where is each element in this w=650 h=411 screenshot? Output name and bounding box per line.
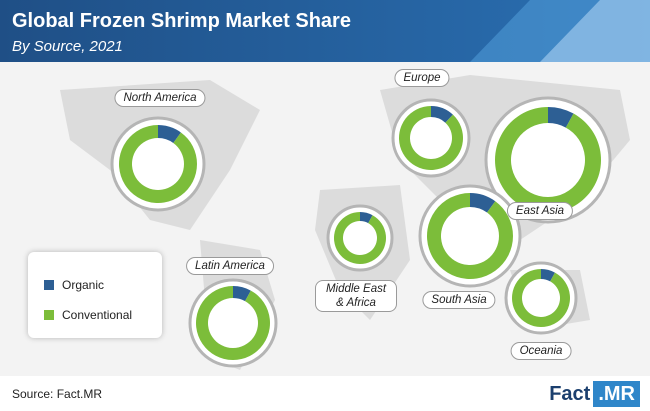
region-label: Latin America — [186, 257, 274, 275]
legend-swatch — [44, 280, 54, 290]
donut-segment — [399, 106, 463, 171]
footer: Source: Fact.MR Fact .MR — [0, 376, 650, 411]
donut-segment — [495, 107, 602, 213]
donut-segment — [511, 269, 570, 327]
donut-segment — [360, 212, 373, 224]
donut-segment — [233, 286, 251, 302]
logo-text: Fact — [549, 383, 591, 405]
donut-segment — [541, 269, 555, 282]
legend-item: Conventional — [44, 308, 132, 322]
chart-title: Global Frozen Shrimp Market Share — [12, 10, 351, 32]
legend-label: Organic — [62, 278, 105, 292]
legend-swatch — [44, 310, 54, 320]
logo: Fact .MR — [546, 381, 640, 407]
legend-label: Conventional — [62, 308, 133, 322]
logo-text: .MR — [593, 381, 640, 407]
legend-item: Organic — [44, 278, 104, 292]
region-label: East Asia — [506, 202, 574, 220]
donut-segment — [426, 193, 513, 279]
donut-segment — [431, 106, 453, 123]
legend: Organic Conventional — [28, 252, 162, 338]
donut-segment — [119, 125, 198, 203]
region-label: Europe — [394, 69, 450, 87]
donut-segment — [470, 193, 496, 213]
header-stripe — [540, 0, 650, 62]
donut-segment — [196, 286, 271, 361]
donut-segment — [548, 107, 574, 128]
donut-segment — [334, 212, 386, 264]
region-label: Oceania — [510, 342, 572, 360]
region-label: South Asia — [422, 291, 496, 309]
region-label: North America — [114, 89, 206, 107]
chart-subtitle: By Source, 2021 — [12, 38, 123, 55]
donut-segment — [158, 125, 181, 143]
source: Source: Fact.MR — [12, 387, 103, 401]
region-label: Middle East & Africa — [315, 280, 397, 312]
